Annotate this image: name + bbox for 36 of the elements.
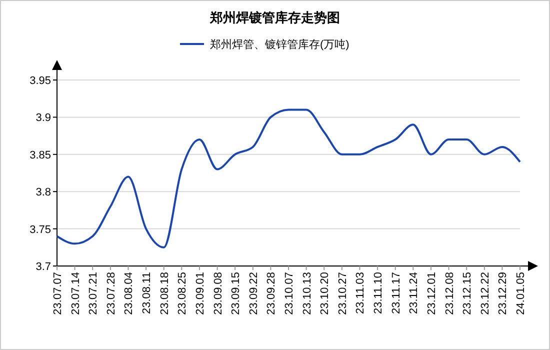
x-tick-label: 23.10.20 (319, 272, 332, 315)
x-tick-label: 23.09.08 (212, 272, 224, 315)
x-tick-label: 23.08.25 (176, 272, 189, 315)
x-tick-label: 23.07.07 (52, 272, 64, 315)
x-tick-label: 23.07.21 (88, 272, 100, 315)
x-tick-label: 23.12.29 (497, 272, 510, 315)
x-tick-label: 23.09.15 (230, 272, 242, 315)
line-series (56, 108, 521, 248)
x-tick-label: 23.07.28 (105, 272, 118, 315)
x-tick-label: 23.12.01 (426, 272, 438, 315)
x-tick-label: 23.07.14 (70, 272, 82, 315)
y-tick-label: 3.8 (36, 186, 51, 199)
x-tick-label: 23.11.17 (390, 272, 402, 314)
x-tick-label: 24.01.05 (515, 272, 527, 315)
x-tick-label: 23.11.03 (354, 272, 367, 314)
x-tick-label: 23.10.27 (336, 272, 349, 315)
y-tick-label: 3.85 (30, 149, 51, 162)
x-tick-label: 23.08.04 (123, 272, 136, 315)
x-tick-label: 23.09.01 (194, 272, 206, 315)
y-tick-label: 3.75 (30, 224, 51, 236)
x-tick-label: 23.11.10 (372, 272, 385, 314)
legend-label: 郑州焊管、镀锌管库存(万吨) (210, 38, 350, 51)
y-tick-label: 3.7 (36, 261, 51, 273)
x-tick-label: 23.09.22 (248, 272, 260, 315)
x-tick-label: 23.12.22 (479, 272, 492, 315)
y-tick-label: 3.95 (30, 75, 51, 87)
y-tick-label: 3.9 (36, 112, 51, 124)
chart-title: 郑州焊镀管库存走势图 (209, 10, 340, 25)
x-tick-label: 23.12.15 (462, 272, 474, 315)
x-tick-label: 23.08.18 (158, 272, 171, 315)
x-tick-label: 23.11.24 (408, 272, 420, 314)
x-tick-label: 23.10.13 (301, 272, 314, 315)
x-tick-label: 23.12.08 (444, 272, 456, 315)
x-tick-label: 23.08.11 (141, 272, 154, 314)
x-tick-label: 23.09.28 (266, 272, 278, 315)
x-tick-label: 23.10.07 (284, 272, 296, 315)
